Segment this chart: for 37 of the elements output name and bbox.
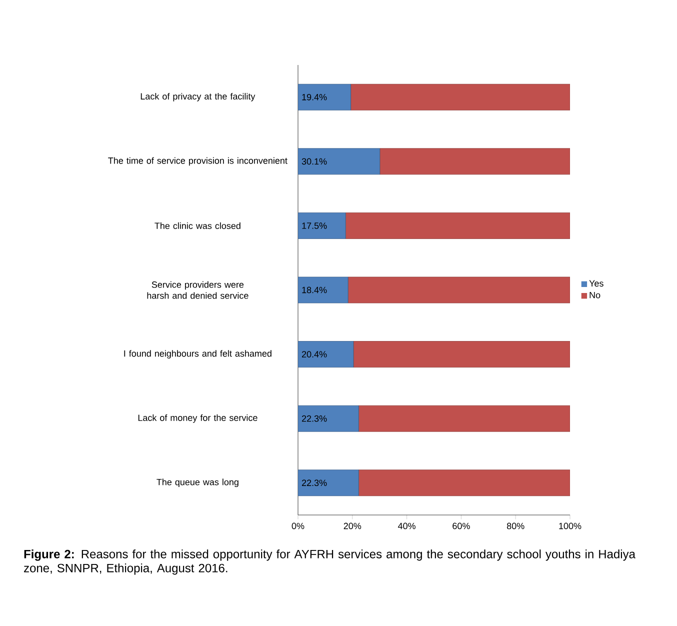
- x-tick-label: 0%: [292, 522, 304, 530]
- bar: [298, 84, 351, 110]
- y-tick-label: I found neighbours and felt ashamed: [124, 350, 272, 358]
- y-tick-label: The clinic was closed: [154, 222, 240, 230]
- bar: [358, 470, 570, 496]
- bar: [348, 276, 570, 304]
- y-tick-label: The time of service provision is inconvenient: [108, 157, 288, 166]
- data-label: 22.3%: [302, 415, 327, 422]
- bar: [298, 276, 348, 304]
- bar: [350, 84, 570, 110]
- text: Figure 2: Reasons for the missed opportunity for AYFRH services among the secondary school youths in Hadiya zone, SNNPR, Ethiopia, August 2016.: [24, 550, 636, 575]
- bar: [298, 212, 346, 239]
- bar: [298, 341, 354, 368]
- data-label: 17.5%: [302, 222, 327, 229]
- x-tick-label: 100%: [559, 522, 582, 530]
- x-tick-label: 60%: [452, 522, 470, 530]
- bar: [298, 148, 380, 175]
- bar: [380, 148, 570, 175]
- data-label: 20.4%: [302, 351, 327, 358]
- x-tick-label: 80%: [506, 522, 524, 530]
- x-tick-label: 40%: [398, 522, 416, 530]
- bar: [298, 405, 359, 432]
- data-label: 18.4%: [302, 286, 327, 294]
- legend-label: Yes: [589, 280, 604, 287]
- data-label: 30.1%: [302, 158, 327, 165]
- bar: [358, 405, 570, 432]
- y-tick-label: Service providers were harsh and denied service: [147, 281, 248, 299]
- y-tick-label: Lack of privacy at the facility: [140, 92, 256, 102]
- y-tick-label: The queue was long: [156, 478, 238, 488]
- y-tick-label: Lack of money for the service: [138, 414, 258, 423]
- legend-label: No: [590, 292, 600, 298]
- data-label: 19.4%: [302, 94, 327, 100]
- bar: [345, 212, 570, 239]
- x-tick-label: 20%: [344, 522, 362, 530]
- bar: [353, 341, 570, 368]
- data-label: 22.3%: [302, 480, 327, 486]
- bar: [298, 470, 359, 496]
